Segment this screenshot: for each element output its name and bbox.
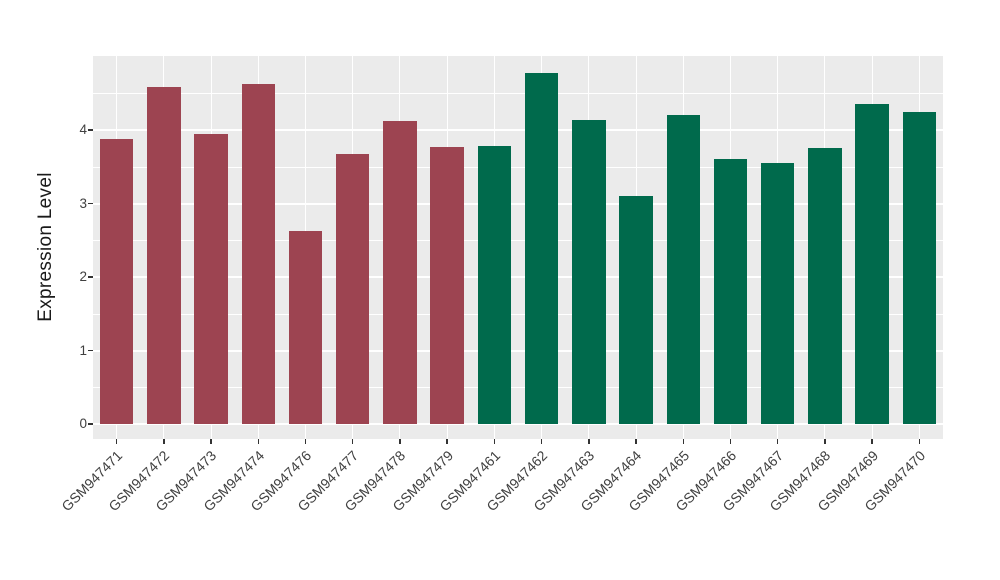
x-tick-mark [351, 439, 354, 444]
x-tick-mark [918, 439, 921, 444]
bar-GSM947461 [477, 146, 512, 424]
x-tick-mark [446, 439, 448, 444]
x-tick-mark [493, 439, 496, 444]
major-gridline [93, 202, 943, 205]
bar-GSM947479 [430, 146, 464, 424]
bar-GSM947467 [760, 163, 795, 424]
major-gridline [93, 423, 943, 425]
bar-GSM947470 [902, 111, 937, 424]
bar-GSM947476 [288, 231, 323, 424]
bar-GSM947462 [524, 73, 559, 424]
x-tick-mark [115, 439, 118, 444]
x-tick-mark [871, 439, 873, 444]
minor-gridline [93, 387, 943, 389]
x-tick-mark [682, 439, 685, 444]
y-tick-label: 1 [79, 342, 87, 358]
bar-GSM947471 [99, 138, 134, 424]
x-tick-mark [588, 439, 590, 444]
x-tick-mark [163, 439, 165, 444]
bar-GSM947478 [383, 121, 417, 424]
y-tick-mark [88, 129, 93, 131]
y-axis-title: Expression Level [35, 172, 56, 322]
bar-GSM947468 [808, 147, 842, 424]
y-tick-label: 2 [79, 269, 87, 284]
bar-GSM947464 [619, 196, 653, 424]
major-gridline [93, 276, 943, 278]
bar-GSM947463 [572, 119, 606, 424]
x-tick-mark [824, 439, 826, 444]
y-tick-mark [88, 349, 93, 352]
y-tick-label: 4 [79, 122, 87, 137]
x-tick-mark [729, 439, 732, 444]
x-tick-mark [257, 439, 260, 444]
plot-panel [93, 56, 943, 439]
bar-GSM947477 [335, 154, 370, 424]
x-tick-mark [540, 439, 543, 444]
minor-gridline [93, 240, 943, 242]
bar-GSM947474 [241, 84, 276, 424]
major-gridline [93, 349, 943, 352]
bar-GSM947473 [194, 134, 228, 424]
x-tick-mark [776, 439, 779, 444]
y-tick-label: 3 [79, 195, 87, 211]
bar-GSM947469 [855, 104, 889, 424]
x-tick-mark [304, 439, 307, 444]
y-tick-mark [88, 276, 93, 278]
minor-gridline [93, 166, 943, 168]
bar-GSM947466 [713, 159, 748, 424]
major-gridline [93, 129, 943, 131]
y-tick-mark [88, 423, 93, 425]
minor-gridline [93, 93, 943, 95]
minor-gridline [93, 313, 943, 315]
y-tick-mark [88, 202, 93, 205]
bar-GSM947465 [666, 115, 701, 424]
y-tick-label: 0 [79, 416, 87, 431]
x-tick-mark [399, 439, 401, 444]
bar-GSM947472 [147, 86, 181, 424]
x-tick-mark [635, 439, 637, 444]
x-tick-mark [210, 439, 212, 444]
